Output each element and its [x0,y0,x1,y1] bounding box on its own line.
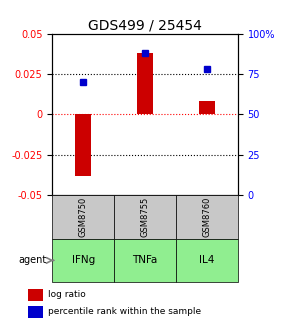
Text: IFNg: IFNg [72,255,95,265]
Text: GSM8750: GSM8750 [79,197,88,237]
Bar [176,239,238,282]
Text: GSM8755: GSM8755 [140,197,150,237]
Text: agent: agent [18,255,46,265]
Bar [28,306,43,318]
Text: IL4: IL4 [199,255,215,265]
Title: GDS499 / 25454: GDS499 / 25454 [88,18,202,33]
Bar [52,239,114,282]
Bar [75,114,91,175]
Bar [137,53,153,114]
Text: GSM8760: GSM8760 [202,197,211,237]
Bar [114,195,176,239]
Bar [199,101,215,114]
Text: TNFa: TNFa [132,255,158,265]
Text: percentile rank within the sample: percentile rank within the sample [48,307,202,316]
Bar [176,195,238,239]
Bar [52,195,114,239]
Bar [28,289,43,301]
Bar [114,239,176,282]
Text: log ratio: log ratio [48,290,86,299]
